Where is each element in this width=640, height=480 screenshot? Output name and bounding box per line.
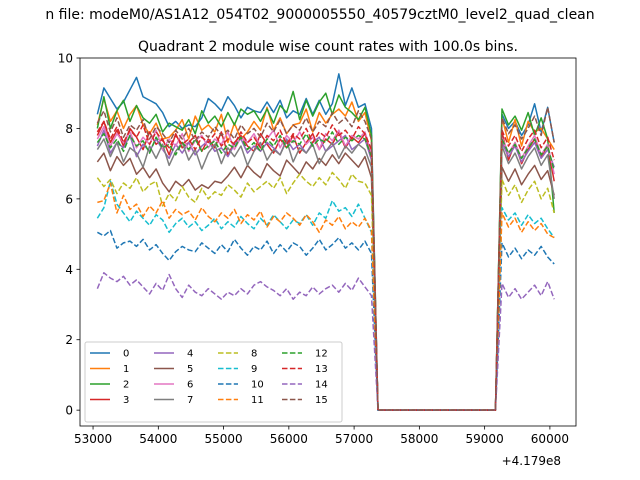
series-group	[96, 73, 555, 411]
legend-label-3: 3	[123, 395, 129, 406]
x-tick-label: 55000	[204, 432, 242, 446]
legend-label-11: 11	[251, 395, 264, 406]
legend-label-1: 1	[123, 364, 129, 375]
legend-label-5: 5	[187, 364, 193, 375]
plot-area: 53000 54000 55000 56000 57000 58000 59000 60000…	[58, 52, 577, 446]
axes-title: Quadrant 2 module wise count rates with …	[138, 39, 518, 55]
figure-suptitle: n file: modeM0/AS1A12_054T02_9000005550_…	[45, 7, 594, 23]
legend-label-8: 8	[251, 349, 257, 360]
x-tick-label: 57000	[335, 432, 373, 446]
y-tick-label: 8	[65, 122, 73, 136]
legend-label-15: 15	[315, 395, 328, 406]
x-offset-label: +4.179e8	[502, 454, 561, 468]
legend-label-13: 13	[315, 364, 328, 375]
legend-label-10: 10	[251, 380, 264, 391]
legend-label-9: 9	[251, 364, 257, 375]
legend-label-7: 7	[187, 395, 193, 406]
x-tick-label: 53000	[74, 432, 112, 446]
legend-label-6: 6	[187, 380, 193, 391]
legend-label-4: 4	[187, 349, 193, 360]
x-tick-label: 58000	[400, 432, 438, 446]
x-tick-label: 59000	[466, 432, 504, 446]
series-line-13	[96, 120, 555, 411]
legend-label-14: 14	[315, 380, 328, 391]
legend-label-0: 0	[123, 349, 129, 360]
x-tick-label: 56000	[270, 432, 308, 446]
x-tick-label: 54000	[139, 432, 177, 446]
y-tick-label: 10	[58, 52, 73, 66]
series-line-15	[96, 106, 555, 411]
y-tick-label: 2	[65, 333, 73, 347]
legend-label-12: 12	[315, 349, 328, 360]
x-tick-label: 60000	[531, 432, 569, 446]
axes-frame	[79, 57, 577, 427]
y-tick-label: 6	[65, 192, 73, 206]
y-tick-label: 0	[65, 404, 73, 418]
legend-box	[84, 341, 343, 423]
legend-label-2: 2	[123, 380, 129, 391]
y-tick-label: 4	[65, 263, 73, 277]
